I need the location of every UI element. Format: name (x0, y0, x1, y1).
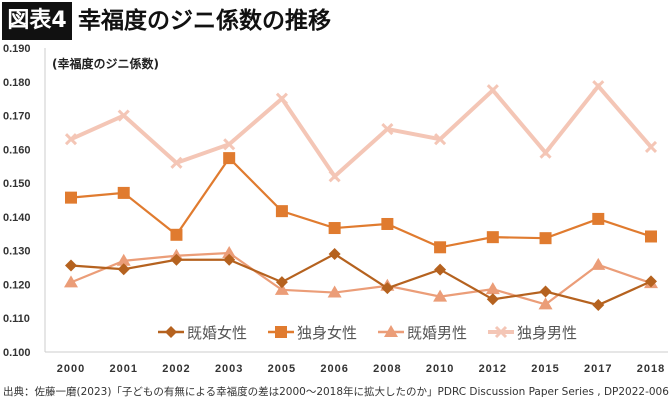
x-tick-label: 2000 (57, 363, 85, 375)
data-point (539, 146, 552, 159)
data-point (486, 231, 499, 244)
series-line (70, 252, 652, 307)
x-tick-label: 2015 (531, 363, 559, 375)
series-line (70, 83, 653, 180)
data-point (65, 191, 77, 204)
data-point (592, 299, 605, 312)
data-point (592, 212, 605, 225)
legend-marker-triangle (384, 325, 398, 337)
data-point (381, 217, 394, 230)
data-point (486, 84, 499, 97)
data-point (592, 80, 605, 93)
data-point (434, 133, 447, 146)
data-point (275, 205, 288, 218)
data-point (539, 285, 552, 298)
data-point (486, 293, 499, 306)
data-point (274, 282, 289, 295)
x-tick-label: 2003 (215, 363, 243, 375)
x-tick-label: 2017 (584, 363, 612, 375)
data-point (328, 222, 341, 235)
y-tick-label: 0.170 (3, 111, 31, 123)
x-tick-label: 2005 (268, 363, 296, 375)
data-point (275, 276, 288, 289)
y-tick-label: 0.190 (3, 43, 31, 55)
data-point (328, 248, 341, 261)
legend-item: 独身男性 (488, 324, 577, 342)
x-tick-label: 2002 (162, 363, 190, 375)
data-point (170, 156, 183, 169)
legend-item: 独身女性 (268, 324, 357, 342)
legend-label: 既婚女性 (187, 324, 247, 342)
x-tick-label: 2006 (320, 363, 348, 375)
y-tick-label: 0.180 (3, 77, 31, 89)
y-tick-label: 0.150 (3, 178, 31, 190)
chart-title: 幸福度のジニ係数の推移 (78, 8, 331, 34)
legend-label: 既婚男性 (407, 324, 467, 342)
data-point (644, 140, 658, 154)
data-point (223, 152, 236, 165)
legend-item: 既婚女性 (158, 324, 247, 342)
data-point (222, 246, 237, 259)
data-point (591, 257, 606, 270)
y-tick-label: 0.110 (3, 313, 30, 325)
data-point (170, 253, 183, 266)
legend-marker-x (494, 325, 508, 339)
x-tick-label: 2001 (109, 363, 137, 375)
data-point (64, 275, 78, 288)
data-point (434, 241, 447, 254)
data-point (381, 282, 394, 295)
legend-marker-diamond (165, 326, 177, 338)
x-tick-label: 2010 (426, 363, 454, 375)
y-tick-label: 0.140 (3, 212, 31, 224)
data-point (433, 289, 448, 302)
data-point (223, 138, 236, 151)
x-tick-label: 2018 (637, 363, 665, 375)
data-point (275, 92, 288, 105)
series-line (70, 251, 652, 306)
y-tick-label: 0.130 (3, 246, 31, 258)
y-tick-label: 0.100 (3, 347, 31, 359)
series-square (65, 152, 657, 254)
series-x (64, 80, 658, 183)
series-triangle (64, 246, 658, 310)
source-note: 出典：佐藤一磨(2023)「子どもの有無による幸福度の差は2000～2018年に… (3, 386, 670, 398)
y-tick-label: 0.120 (3, 279, 31, 291)
data-point (65, 259, 77, 272)
data-point (538, 297, 553, 310)
data-point (116, 253, 131, 266)
data-point (64, 133, 78, 146)
data-point (645, 275, 657, 288)
data-point (117, 109, 130, 122)
data-point (381, 123, 394, 136)
x-tick-label: 2008 (373, 363, 401, 375)
x-tick-label: 2012 (479, 363, 507, 375)
data-point (170, 228, 183, 241)
data-point (328, 170, 341, 183)
legend-item: 既婚男性 (378, 324, 467, 342)
data-point (327, 285, 342, 298)
data-point (117, 186, 130, 199)
data-point (645, 230, 657, 243)
figure-badge: 図表4 (2, 2, 72, 40)
data-point (485, 282, 500, 295)
series-line (70, 156, 652, 249)
data-point (223, 253, 236, 266)
data-point (117, 263, 130, 276)
legend-label: 独身男性 (517, 324, 577, 342)
y-axis-label: (幸福度のジニ係数) (52, 56, 159, 71)
series-diamond (65, 248, 657, 312)
legend-label: 独身女性 (297, 324, 357, 342)
data-point (434, 263, 447, 276)
y-tick-label: 0.160 (3, 144, 31, 156)
legend-marker-square (275, 326, 287, 338)
data-point (539, 232, 552, 245)
